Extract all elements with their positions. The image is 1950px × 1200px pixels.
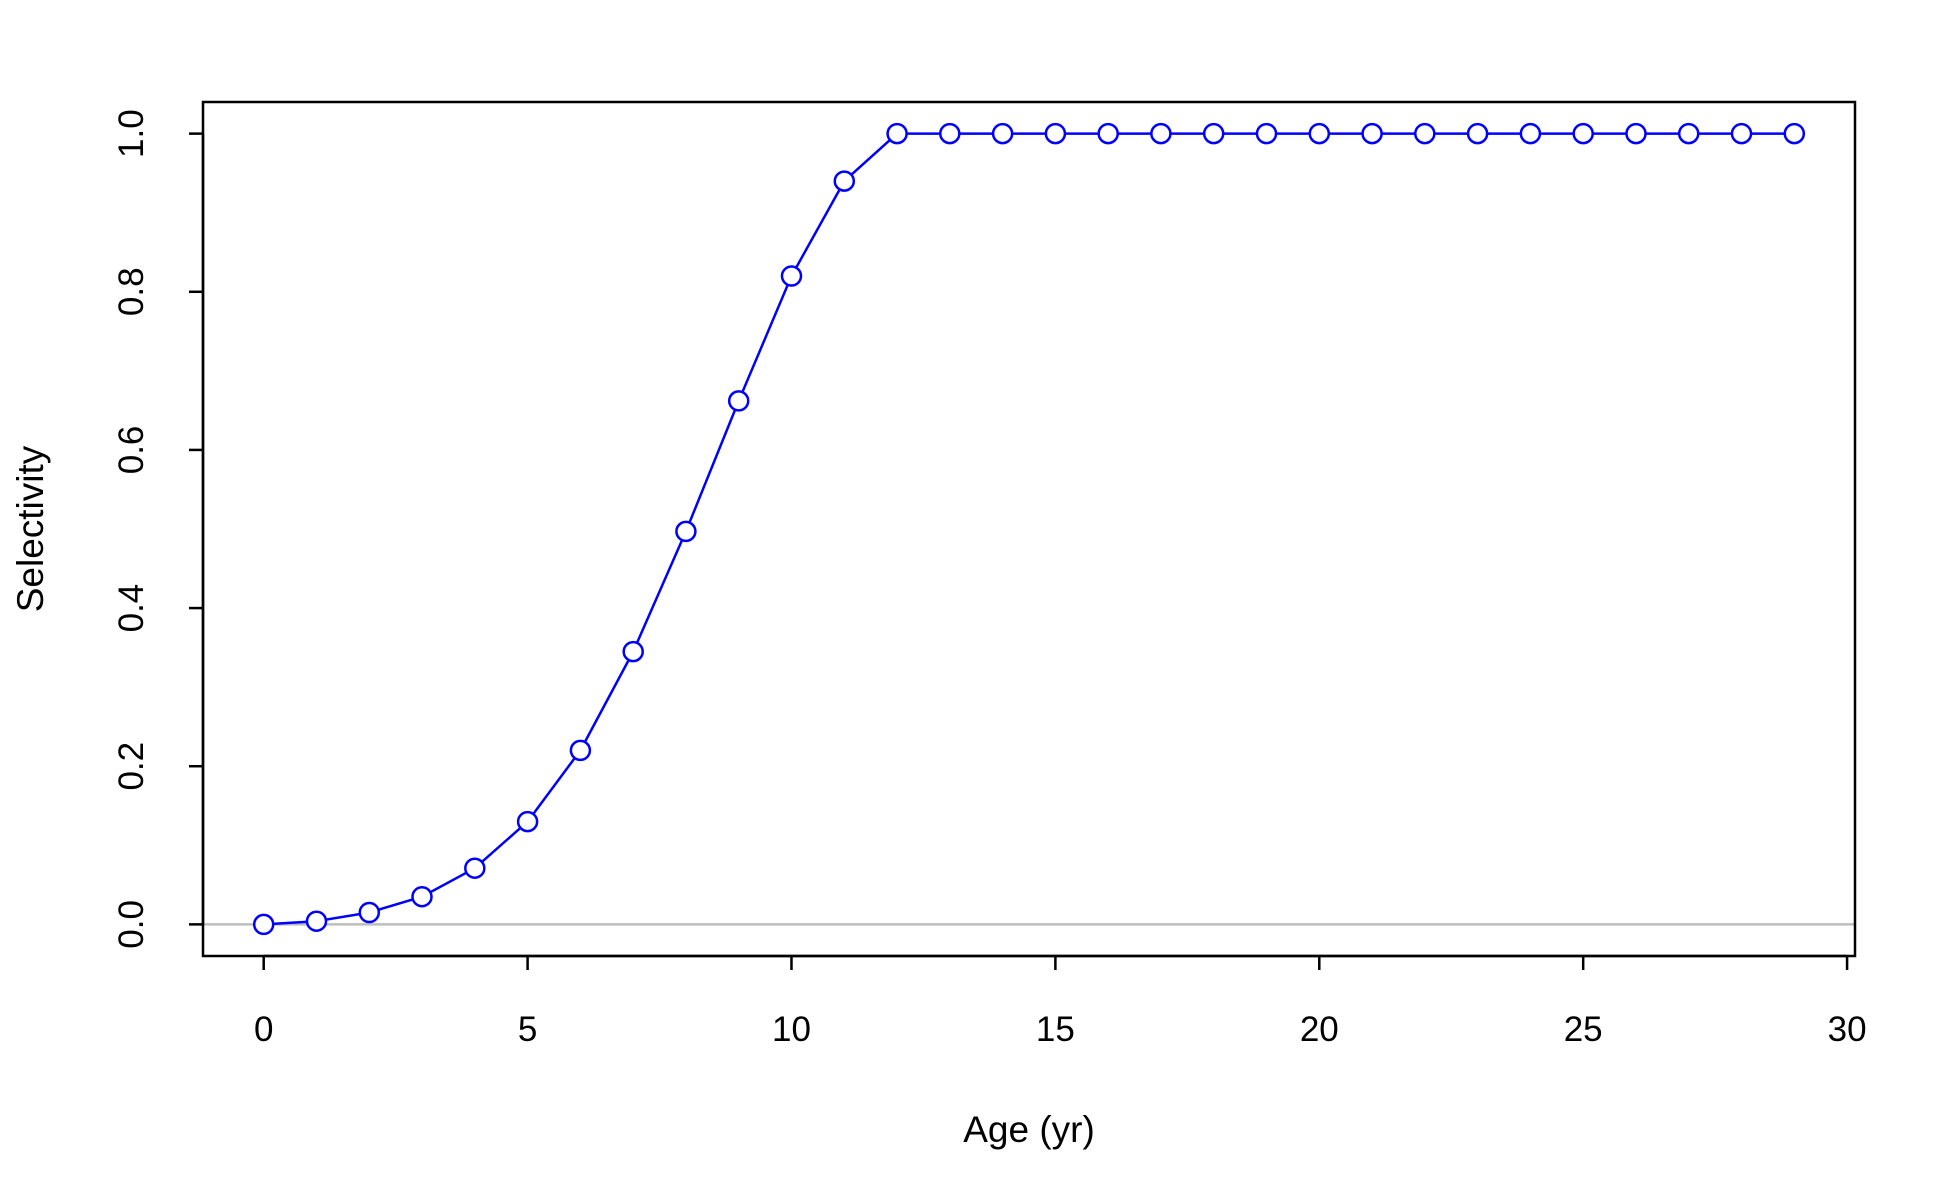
data-point: [1361, 122, 1383, 145]
x-tick-label: 25: [1564, 1010, 1603, 1049]
data-point: [569, 739, 592, 762]
data-point: [886, 122, 908, 145]
x-axis: 0 5 10 15 20 25 30: [254, 954, 1867, 1049]
x-tick-label: 30: [1828, 1010, 1867, 1049]
data-point: [1677, 122, 1700, 145]
data-point: [727, 390, 750, 412]
data-point: [1202, 122, 1225, 145]
data-point: [358, 901, 381, 924]
data-point: [939, 122, 961, 145]
data-point: [991, 122, 1014, 145]
x-tick-label: 5: [518, 1010, 537, 1049]
data-point: [1572, 122, 1594, 145]
data-point: [305, 910, 328, 932]
data-point: [1308, 122, 1331, 145]
data-point: [464, 857, 486, 879]
x-tick-label: 10: [772, 1010, 811, 1049]
y-tick-label: 0.4: [112, 584, 151, 633]
data-point: [252, 913, 275, 936]
x-axis-title: Age (yr): [963, 1109, 1095, 1150]
data-point: [1150, 122, 1172, 145]
data-point: [622, 640, 644, 663]
data-point: [1097, 122, 1119, 145]
y-tick-label: 0.8: [112, 267, 151, 316]
y-tick-label: 0.2: [112, 742, 151, 791]
x-tick-label: 0: [254, 1010, 273, 1049]
data-point: [1414, 122, 1436, 145]
x-tick-label: 15: [1036, 1010, 1075, 1049]
data-point: [1255, 122, 1278, 145]
data-point: [780, 265, 803, 287]
data-point: [1519, 122, 1542, 145]
data-point: [1783, 122, 1806, 145]
series-layer: [252, 122, 1806, 936]
data-point: [1466, 122, 1489, 145]
y-tick-label: 1.0: [112, 109, 151, 158]
y-axis: 0.0 0.2 0.4 0.6 0.8 1.0: [112, 109, 205, 949]
data-point: [516, 810, 539, 833]
data-point: [1044, 122, 1067, 145]
data-point: [411, 885, 433, 908]
x-tick-label: 20: [1300, 1010, 1339, 1049]
y-tick-label: 0.0: [112, 900, 151, 949]
data-point: [1625, 122, 1647, 145]
y-tick-label: 0.6: [112, 426, 151, 475]
data-point: [675, 520, 697, 543]
data-point: [1730, 122, 1753, 145]
y-axis-title: Selectivity: [10, 445, 51, 612]
data-point: [833, 170, 856, 192]
